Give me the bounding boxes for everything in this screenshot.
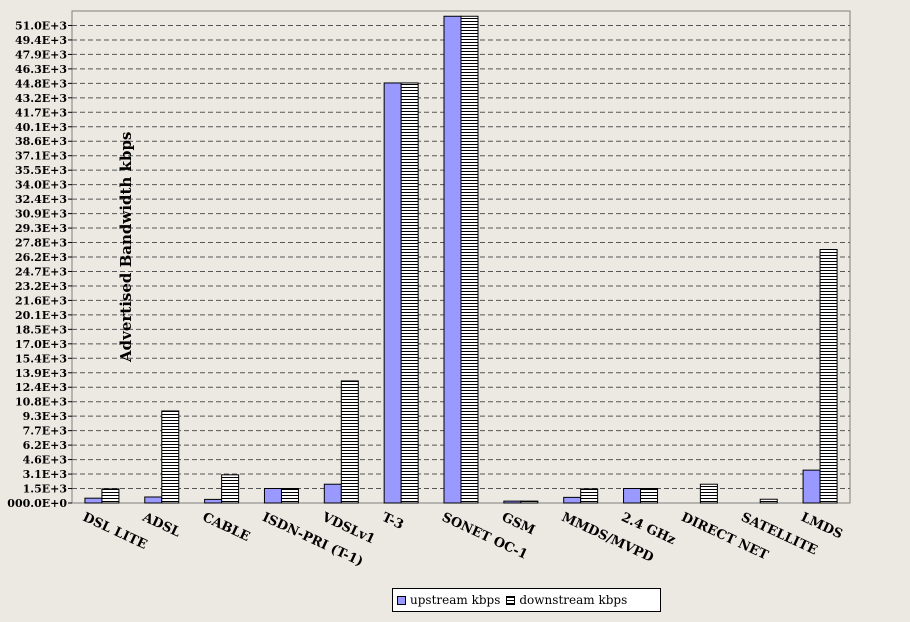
bars [84, 15, 838, 504]
bar-upstream [623, 488, 642, 504]
bar-downstream [520, 500, 539, 504]
bar-downstream [759, 498, 778, 504]
y-tick-label: 9.3E+3 [23, 410, 67, 423]
bandwidth-chart: 000.0E+01.5E+3 3.1E+34.6E+3 6.2E+37.7E+3 9.… [7, 10, 851, 570]
bar-downstream [221, 474, 240, 504]
legend-item-upstream: upstream kbps [397, 593, 500, 607]
y-tick-label: 51.0E+3 [15, 19, 67, 32]
category-label: T-3 [379, 510, 405, 533]
bar-downstream [580, 488, 599, 504]
bar-downstream [400, 82, 419, 504]
y-tick-label: 000.0E+0 [7, 497, 67, 510]
bar-downstream [640, 488, 659, 504]
y-tick-label: 18.5E+3 [15, 323, 67, 336]
y-tick-label: 1.5E+3 [23, 483, 67, 496]
y-tick-label: 32.4E+3 [15, 193, 67, 206]
category-label: DSL LITE [80, 510, 149, 553]
y-tick-label: 38.6E+3 [15, 135, 67, 148]
y-tick-label: 43.2E+3 [15, 92, 67, 105]
y-tick-label: 15.4E+3 [15, 352, 67, 365]
y-tick-label: 6.2E+3 [23, 439, 67, 452]
category-label: CABLE [200, 510, 252, 545]
y-tick-label: 47.9E+3 [15, 48, 67, 61]
y-tick-label: 44.8E+3 [15, 77, 67, 90]
legend: upstream kbps downstream kbps [392, 588, 661, 612]
category-label: ISDN-PRI (T-1) [260, 510, 366, 570]
bar-downstream [699, 483, 718, 504]
y-tick-label: 13.9E+3 [15, 367, 67, 380]
upstream-swatch [397, 595, 406, 605]
y-tick-label: 40.1E+3 [15, 121, 67, 134]
bar-upstream [263, 488, 282, 504]
y-tick-label: 26.2E+3 [15, 251, 67, 264]
bar-upstream [503, 500, 522, 504]
category-label: GSM [499, 510, 537, 538]
y-axis-label: Advertised Bandwidth kbps [117, 132, 135, 363]
y-tick-label: 29.3E+3 [15, 222, 67, 235]
y-tick-label: 23.2E+3 [15, 280, 67, 293]
bar-upstream [443, 15, 462, 504]
legend-label-upstream: upstream kbps [410, 593, 501, 607]
bar-downstream [101, 488, 120, 504]
y-tick-label: 20.1E+3 [15, 309, 67, 322]
y-tick-label: 24.7E+3 [15, 265, 67, 278]
bar-downstream [280, 488, 299, 504]
y-tick-label: 46.3E+3 [15, 63, 67, 76]
y-tick-label: 4.6E+3 [23, 454, 67, 467]
legend-item-downstream: downstream kbps [506, 593, 627, 607]
y-tick-label: 27.8E+3 [15, 237, 67, 250]
y-tick-label: 3.1E+3 [23, 468, 67, 481]
y-tick-label: 35.5E+3 [15, 164, 67, 177]
y-tick-label: 34.0E+3 [15, 179, 67, 192]
y-tick-label: 17.0E+3 [15, 338, 67, 351]
y-tick-label: 21.6E+3 [15, 294, 67, 307]
downstream-swatch [506, 595, 516, 605]
y-tick-label: 49.4E+3 [15, 34, 67, 47]
bar-upstream [204, 498, 223, 504]
bar-upstream [144, 496, 163, 504]
bar-upstream [802, 469, 821, 504]
bar-upstream [323, 483, 342, 504]
category-label: ADSL [139, 510, 182, 541]
y-tick-label: 7.7E+3 [23, 425, 67, 438]
bar-upstream [563, 496, 582, 504]
bar-downstream [460, 15, 479, 504]
y-tick-labels: 000.0E+01.5E+3 3.1E+34.6E+3 6.2E+37.7E+3 9.… [7, 19, 67, 510]
bar-downstream [340, 380, 359, 504]
bar-downstream [161, 410, 180, 504]
y-tick-label: 37.1E+3 [15, 150, 67, 163]
y-tick-label: 30.9E+3 [15, 208, 67, 221]
y-tick-label: 12.4E+3 [15, 381, 67, 394]
legend-label-downstream: downstream kbps [519, 593, 628, 607]
bar-downstream [819, 248, 838, 504]
bar-upstream [383, 82, 402, 504]
bar-upstream [84, 497, 103, 504]
y-tick-label: 10.8E+3 [15, 396, 67, 409]
y-tick-label: 41.7E+3 [15, 106, 67, 119]
